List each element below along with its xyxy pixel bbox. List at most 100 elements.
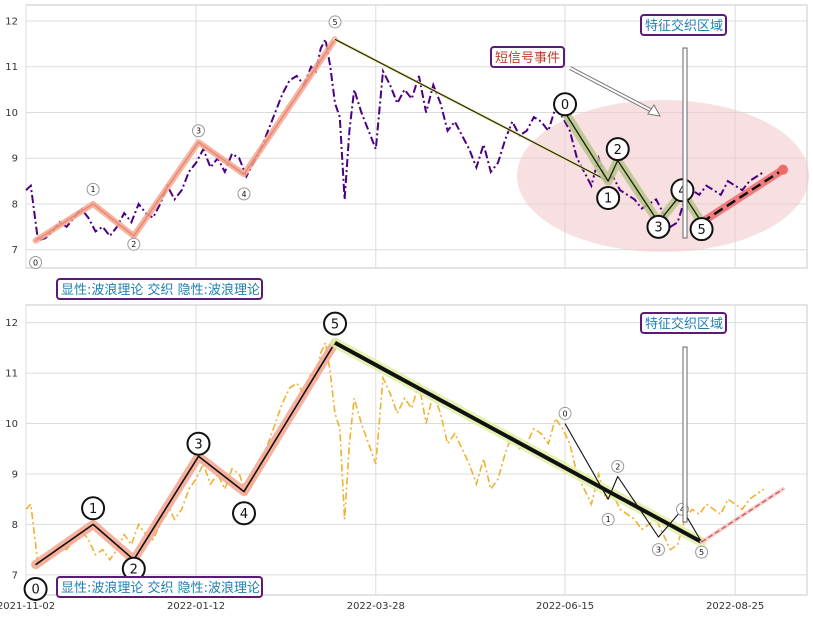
bottom-panel-frame: [25, 304, 808, 596]
wave-label-circle: [689, 217, 714, 242]
top-wave-labels: 0 1 2 3 4 5 0 1 2 3 4 5: [29, 15, 714, 270]
wave-label-circle: [670, 178, 695, 203]
bottom-y-ticks: 7 8 9 10 11 12: [5, 318, 18, 581]
wave-label-text: 2: [131, 240, 136, 249]
y-tick-label: 12: [5, 17, 18, 28]
signal-annotation-box: 短信号事件: [490, 46, 565, 68]
wave-label-circle: [605, 137, 630, 162]
wave-label-circle: [328, 15, 342, 29]
wave-label-text: 4: [678, 184, 686, 199]
wave-label-circle: [232, 501, 257, 526]
wave-label-circle: [186, 431, 211, 456]
wave-label-text: 1: [604, 192, 612, 207]
wave-label-text: 5: [331, 317, 339, 332]
wave-line: [701, 488, 784, 543]
wave-label-text: 3: [194, 437, 202, 452]
wave-label: 2: [611, 459, 625, 473]
wave-label-text: 2: [614, 143, 622, 158]
signal-annotation-text: 短信号事件: [495, 51, 560, 66]
wave-label-circle: [646, 214, 671, 239]
region-arrow-bottom-icon: [682, 346, 688, 523]
left-annotation-box-top: 显性:波浪理论 交织 隐性:波浪理论: [56, 278, 263, 300]
wave-label-circle: [127, 237, 141, 251]
left-annotation-text-bottom: 显性:波浪理论 交织 隐性:波浪理论: [61, 580, 260, 596]
wave-label-circle: [23, 576, 48, 601]
wave-line: [35, 342, 336, 566]
region-annotation-box-top: 特征交织区域: [640, 14, 727, 36]
wave-label: 4: [232, 501, 257, 526]
wave-label-text: 0: [31, 583, 39, 598]
wave-label-text: 4: [240, 507, 248, 522]
y-tick-label: 8: [12, 520, 18, 531]
wave-label-text: 3: [654, 221, 662, 236]
wave-line: [334, 341, 703, 544]
wave-end-dot: [778, 164, 789, 175]
x-tick-label: 2022-03-28: [347, 601, 405, 612]
y-tick-label: 8: [12, 199, 18, 210]
wave-label-circle: [695, 545, 709, 559]
y-tick-label: 9: [12, 469, 18, 480]
wave-label-circle: [611, 459, 625, 473]
wave-label: 1: [81, 496, 106, 521]
wave-label: 4: [237, 187, 251, 201]
bottom-wave-labels: 0 1 2 3 4 5 0 1 2 3 4 5: [23, 311, 709, 601]
x-tick-label: 2022-08-25: [706, 601, 764, 612]
wave-label-text: 2: [615, 462, 620, 471]
wave-label: 5: [689, 217, 714, 242]
price-line: [25, 340, 765, 566]
region-annotation-text-top: 特征交织区域: [645, 18, 723, 34]
wave-line: [334, 38, 609, 182]
left-annotation-box-bottom: 显性:波浪理论 交织 隐性:波浪理论: [56, 576, 263, 598]
wave-label: 3: [186, 431, 211, 456]
wave-label: 5: [695, 545, 709, 559]
wave-line: [700, 168, 784, 224]
wave-label-text: 3: [196, 127, 201, 136]
wave-label: 1: [86, 182, 100, 196]
wave-label: 2: [127, 237, 141, 251]
wave-label: 1: [601, 512, 615, 526]
wave-label-text: 5: [697, 223, 705, 238]
wave-label-text: 5: [332, 18, 337, 27]
wave-label-text: 0: [562, 409, 567, 418]
wave-label: 4: [670, 178, 695, 203]
wave-label-circle: [86, 182, 100, 196]
y-tick-label: 11: [5, 369, 18, 380]
x-tick-label: 2022-06-15: [536, 601, 594, 612]
wave-label-circle: [553, 92, 578, 117]
bottom-price-series: [25, 340, 765, 566]
wave-label-text: 5: [699, 548, 704, 557]
x-tick-label: 2021-11-02: [0, 601, 55, 612]
wave-label-circle: [596, 186, 621, 211]
wave-label-circle: [29, 256, 43, 270]
wave-line: [35, 38, 336, 242]
y-tick-label: 10: [5, 419, 18, 430]
region-arrow-top-icon: [682, 47, 688, 239]
wave-label-circle: [81, 496, 106, 521]
region-annotation-box-bottom: 特征交织区域: [640, 312, 727, 334]
y-tick-label: 7: [12, 245, 18, 256]
wave-label: 3: [191, 124, 205, 138]
signal-arrowhead-icon: [647, 104, 661, 117]
wave-label: 0: [29, 256, 43, 270]
wave-label-circle: [601, 512, 615, 526]
wave-label: 0: [553, 92, 578, 117]
x-ticks: 2021-11-02 2022-01-12 2022-03-28 2022-06-15…: [0, 601, 764, 612]
wave-label-text: 1: [89, 502, 97, 517]
wave-label-text: 0: [33, 258, 38, 267]
y-tick-label: 10: [5, 108, 18, 119]
wave-label-circle: [323, 311, 348, 336]
wave-label-circle: [558, 406, 572, 420]
wave-label-text: 1: [91, 185, 96, 194]
wave-label-text: 0: [561, 98, 569, 113]
wave-label: 2: [605, 137, 630, 162]
wave-label: 0: [23, 576, 48, 601]
wave-label: 0: [558, 406, 572, 420]
wave-label-circle: [191, 124, 205, 138]
wave-label: 5: [328, 15, 342, 29]
top-y-ticks: 7 8 9 10 11 12: [5, 17, 18, 257]
wave-label: 3: [651, 543, 665, 557]
wave-label-text: 4: [680, 505, 685, 514]
y-tick-label: 9: [12, 154, 18, 165]
x-tick-label: 2022-01-12: [167, 601, 225, 612]
